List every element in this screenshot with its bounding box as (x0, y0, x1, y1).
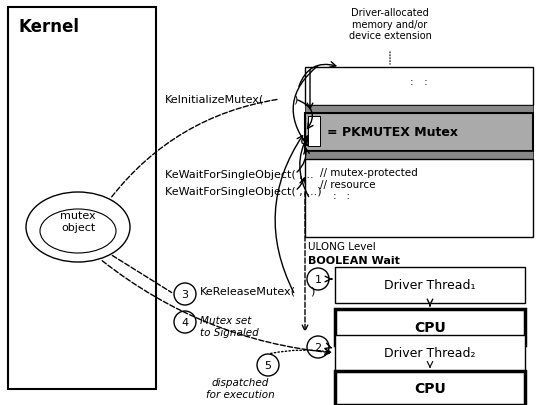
Bar (305, 68, 533, 106)
Text: Mutex set
to Signaled: Mutex set to Signaled (200, 315, 259, 337)
Text: mutex
object: mutex object (60, 211, 96, 232)
Text: 1: 1 (314, 274, 322, 284)
Bar (305, 106, 533, 114)
Text: ): ) (310, 286, 314, 296)
Text: :   :: : : (410, 77, 428, 87)
Text: ULONG Level: ULONG Level (308, 241, 376, 252)
Text: KeReleaseMutex(: KeReleaseMutex( (200, 286, 296, 296)
Bar (305, 114, 533, 151)
Bar (305, 160, 533, 237)
Text: CPU: CPU (414, 320, 446, 334)
Text: 2: 2 (314, 342, 322, 352)
Text: Kernel: Kernel (18, 18, 79, 36)
Text: BOOLEAN Wait: BOOLEAN Wait (308, 256, 400, 265)
Circle shape (174, 311, 196, 333)
Ellipse shape (26, 192, 130, 262)
Text: dispatched
for execution: dispatched for execution (206, 377, 275, 399)
Text: KeWaitForSingleObject( ,...: KeWaitForSingleObject( ,... (165, 170, 313, 179)
Bar (305, 151, 533, 160)
Circle shape (307, 336, 329, 358)
Text: KeWaitForSingleObject( ,....): KeWaitForSingleObject( ,....) (165, 187, 322, 196)
Bar (8, 8, 156, 389)
Text: CPU: CPU (414, 381, 446, 395)
Text: // mutex-protected
// resource
    :   :: // mutex-protected // resource : : (320, 168, 418, 201)
Text: Driver-allocated
memory and/or
device extension: Driver-allocated memory and/or device ex… (348, 8, 431, 41)
Circle shape (174, 284, 196, 305)
Text: 5: 5 (264, 360, 271, 370)
Text: 4: 4 (181, 317, 188, 327)
Text: 3: 3 (181, 289, 188, 299)
Bar (335, 267, 525, 303)
Text: Driver Thread₁: Driver Thread₁ (384, 279, 476, 292)
Text: Driver Thread₂: Driver Thread₂ (384, 347, 476, 360)
Text: KeInitializeMutex(: KeInitializeMutex( (165, 94, 264, 104)
Text: = PKMUTEX Mutex: = PKMUTEX Mutex (327, 126, 458, 139)
Bar (335, 371, 525, 405)
Bar (308, 117, 320, 147)
Bar (335, 309, 525, 345)
Ellipse shape (40, 209, 116, 254)
Circle shape (257, 354, 279, 376)
Circle shape (307, 269, 329, 290)
Bar (335, 335, 525, 371)
Text: ): ) (293, 94, 298, 104)
